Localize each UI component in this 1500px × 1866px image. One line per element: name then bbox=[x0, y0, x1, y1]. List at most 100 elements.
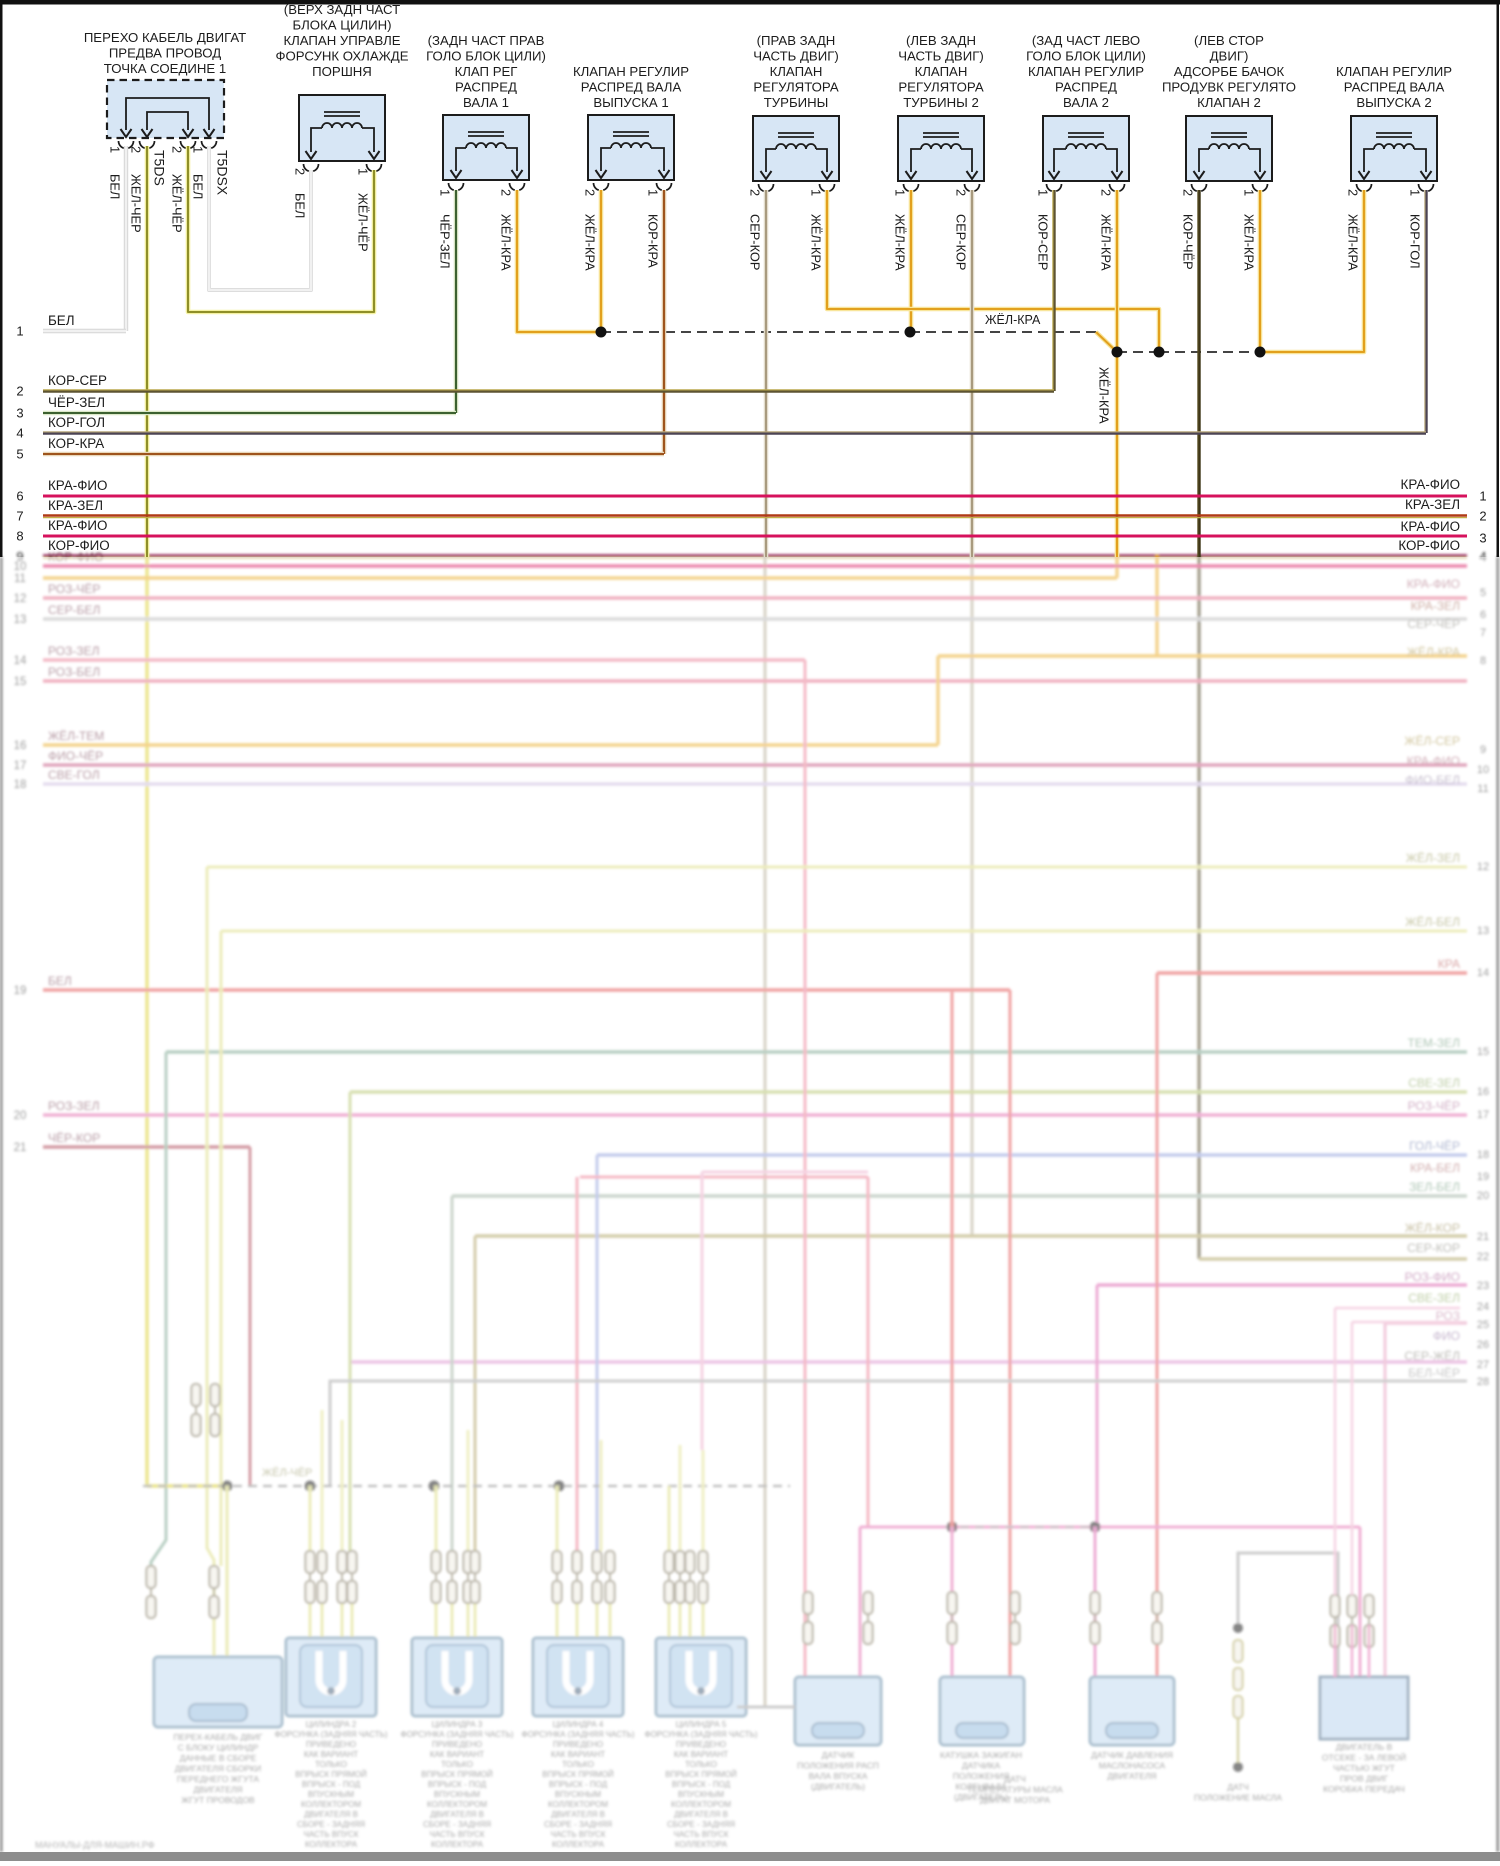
svg-text:ЧАСТЬ ДВИГ): ЧАСТЬ ДВИГ) bbox=[898, 49, 984, 64]
svg-text:T5DS: T5DS bbox=[152, 150, 168, 186]
svg-text:(ЗАД ЧАСТ ЛЕВО: (ЗАД ЧАСТ ЛЕВО bbox=[1032, 33, 1140, 48]
svg-text:КОР-ФИО: КОР-ФИО bbox=[1398, 538, 1460, 553]
svg-text:ЧЁР-ЗЕЛ: ЧЁР-ЗЕЛ bbox=[48, 395, 105, 410]
svg-text:КОР-КРА: КОР-КРА bbox=[48, 436, 104, 451]
svg-text:БЕЛ: БЕЛ bbox=[48, 313, 75, 328]
svg-text:4: 4 bbox=[1479, 549, 1486, 564]
svg-text:ВЫПУСКА 1: ВЫПУСКА 1 bbox=[593, 95, 668, 110]
svg-text:1: 1 bbox=[16, 324, 23, 339]
svg-text:1: 1 bbox=[1242, 189, 1257, 196]
svg-text:РАСПРЕД ВАЛА: РАСПРЕД ВАЛА bbox=[581, 80, 682, 95]
svg-text:ТУРБИНЫ 2: ТУРБИНЫ 2 bbox=[903, 95, 979, 110]
svg-text:ПРЕДВА ПРОВОД: ПРЕДВА ПРОВОД bbox=[109, 46, 221, 61]
svg-text:8: 8 bbox=[16, 529, 23, 544]
svg-text:АДСОРБЕ БАЧОК: АДСОРБЕ БАЧОК bbox=[1174, 64, 1285, 79]
svg-text:ТУРБИНЫ: ТУРБИНЫ bbox=[764, 95, 829, 110]
svg-text:2: 2 bbox=[1181, 189, 1196, 196]
svg-text:1: 1 bbox=[646, 189, 661, 196]
svg-text:2: 2 bbox=[748, 189, 763, 196]
svg-text:ГОЛО БЛОК ЦИЛИ): ГОЛО БЛОК ЦИЛИ) bbox=[1026, 49, 1146, 64]
svg-text:РАСПРЕД ВАЛА: РАСПРЕД ВАЛА bbox=[1344, 80, 1445, 95]
svg-text:1: 1 bbox=[1479, 489, 1486, 504]
svg-text:БЕЛ: БЕЛ bbox=[191, 174, 206, 199]
svg-text:9: 9 bbox=[16, 549, 23, 564]
svg-text:3: 3 bbox=[16, 406, 23, 421]
svg-text:ЧАСТЬ ДВИГ): ЧАСТЬ ДВИГ) bbox=[753, 49, 839, 64]
svg-text:ЖЁЛ-ЧЁР: ЖЁЛ-ЧЁР bbox=[170, 174, 185, 233]
svg-text:2: 2 bbox=[129, 146, 144, 153]
svg-text:1: 1 bbox=[1408, 189, 1423, 196]
svg-text:КРА-ФИО: КРА-ФИО bbox=[1401, 477, 1460, 492]
svg-text:РАСПРЕД: РАСПРЕД bbox=[1055, 80, 1117, 95]
svg-text:(ПРАВ ЗАДН: (ПРАВ ЗАДН bbox=[757, 33, 836, 48]
svg-text:КОР-ГОЛ: КОР-ГОЛ bbox=[48, 415, 105, 430]
svg-text:(ЗАДН ЧАСТ ПРАВ: (ЗАДН ЧАСТ ПРАВ bbox=[428, 33, 545, 48]
svg-text:БЕЛ: БЕЛ bbox=[293, 193, 308, 218]
svg-text:1: 1 bbox=[438, 189, 453, 196]
svg-text:1: 1 bbox=[108, 146, 123, 153]
svg-text:7: 7 bbox=[16, 509, 23, 524]
svg-text:4: 4 bbox=[16, 426, 23, 441]
svg-text:ГОЛО БЛОК ЦИЛИ): ГОЛО БЛОК ЦИЛИ) bbox=[426, 49, 546, 64]
svg-text:КЛАПАН РЕГУЛИР: КЛАПАН РЕГУЛИР bbox=[1028, 64, 1144, 79]
svg-text:КРА-ФИО: КРА-ФИО bbox=[1401, 519, 1460, 534]
svg-text:КОР-КРА: КОР-КРА bbox=[646, 214, 661, 268]
svg-text:БЛОКА ЦИЛИН): БЛОКА ЦИЛИН) bbox=[293, 18, 392, 33]
svg-text:1: 1 bbox=[893, 189, 908, 196]
svg-text:1: 1 bbox=[1036, 189, 1051, 196]
svg-text:2: 2 bbox=[1479, 509, 1486, 524]
svg-text:ЖЁЛ-КРА: ЖЁЛ-КРА bbox=[985, 313, 1041, 327]
svg-text:T5DSX: T5DSX bbox=[215, 150, 231, 196]
svg-text:2: 2 bbox=[499, 189, 514, 196]
svg-text:ЖЁЛ-ЧЁР: ЖЁЛ-ЧЁР bbox=[356, 193, 371, 252]
svg-text:ФОРСУНК ОХЛАЖДЕ: ФОРСУНК ОХЛАЖДЕ bbox=[275, 49, 408, 64]
svg-text:5: 5 bbox=[16, 447, 23, 462]
svg-text:ЖЁЛ-КРА: ЖЁЛ-КРА bbox=[1242, 214, 1257, 271]
svg-text:СЕР-КОР: СЕР-КОР bbox=[748, 214, 763, 270]
svg-text:КОР-ФИО: КОР-ФИО bbox=[48, 538, 110, 553]
svg-text:КРА-ФИО: КРА-ФИО bbox=[48, 478, 107, 493]
svg-text:ВАЛА 2: ВАЛА 2 bbox=[1063, 95, 1109, 110]
svg-text:1: 1 bbox=[809, 189, 824, 196]
svg-text:КЛАП РЕГ: КЛАП РЕГ bbox=[455, 64, 518, 79]
svg-text:2: 2 bbox=[954, 189, 969, 196]
svg-text:2: 2 bbox=[293, 168, 308, 175]
svg-text:ЖЁЛ-КРА: ЖЁЛ-КРА bbox=[1097, 367, 1112, 424]
svg-text:ВЫПУСКА 2: ВЫПУСКА 2 bbox=[1356, 95, 1431, 110]
svg-text:КОР-СЕР: КОР-СЕР bbox=[1036, 214, 1051, 270]
svg-text:3: 3 bbox=[1479, 531, 1486, 546]
svg-text:ЖЕЛ-ЧЕР: ЖЕЛ-ЧЕР bbox=[129, 174, 144, 233]
svg-text:1: 1 bbox=[356, 168, 371, 175]
svg-text:6: 6 bbox=[16, 489, 23, 504]
svg-text:КРА-ЗЕЛ: КРА-ЗЕЛ bbox=[48, 498, 103, 513]
svg-text:2: 2 bbox=[1099, 189, 1114, 196]
svg-text:КОР-СЕР: КОР-СЕР bbox=[48, 373, 107, 388]
svg-text:ПЕРЕХО КАБЕЛЬ ДВИГАТ: ПЕРЕХО КАБЕЛЬ ДВИГАТ bbox=[84, 30, 246, 45]
svg-text:(ВЕРХ ЗАДН ЧАСТ: (ВЕРХ ЗАДН ЧАСТ bbox=[284, 2, 400, 17]
svg-text:ПРОДУВК РЕГУЛЯТО: ПРОДУВК РЕГУЛЯТО bbox=[1162, 80, 1296, 95]
svg-text:КЛАПАН: КЛАПАН bbox=[915, 64, 968, 79]
svg-text:РЕГУЛЯТОРА: РЕГУЛЯТОРА bbox=[753, 80, 838, 95]
svg-text:КЛАПАН: КЛАПАН bbox=[770, 64, 823, 79]
svg-text:ВАЛА 1: ВАЛА 1 bbox=[463, 95, 509, 110]
svg-text:ЖЁЛ-КРА: ЖЁЛ-КРА bbox=[809, 214, 824, 271]
svg-text:2: 2 bbox=[1346, 189, 1361, 196]
svg-text:КЛАПАН 2: КЛАПАН 2 bbox=[1197, 95, 1261, 110]
svg-text:ЖЁЛ-КРА: ЖЁЛ-КРА bbox=[1099, 214, 1114, 271]
svg-text:БЕЛ: БЕЛ bbox=[108, 174, 123, 199]
svg-text:КЛАПАН РЕГУЛИР: КЛАПАН РЕГУЛИР bbox=[573, 64, 689, 79]
svg-text:РАСПРЕД: РАСПРЕД bbox=[455, 80, 517, 95]
svg-text:ЖЁЛ-КРА: ЖЁЛ-КРА bbox=[893, 214, 908, 271]
svg-text:ЖЁЛ-КРА: ЖЁЛ-КРА bbox=[583, 214, 598, 271]
svg-text:1: 1 bbox=[191, 146, 206, 153]
svg-text:КЛАПАН УПРАВЛЕ: КЛАПАН УПРАВЛЕ bbox=[283, 33, 400, 48]
svg-text:2: 2 bbox=[170, 146, 185, 153]
svg-text:ТОЧКА СОЕДИНЕ 1: ТОЧКА СОЕДИНЕ 1 bbox=[104, 61, 226, 76]
svg-text:(ЛЕВ СТОР: (ЛЕВ СТОР bbox=[1194, 33, 1264, 48]
svg-text:СЕР-КОР: СЕР-КОР bbox=[954, 214, 969, 270]
svg-text:ПОРШНЯ: ПОРШНЯ bbox=[312, 64, 372, 79]
svg-text:2: 2 bbox=[16, 384, 23, 399]
svg-text:ЧЁР-ЗЕЛ: ЧЁР-ЗЕЛ bbox=[438, 214, 453, 269]
svg-text:ДВИГ): ДВИГ) bbox=[1210, 49, 1249, 64]
svg-text:ЖЁЛ-КРА: ЖЁЛ-КРА bbox=[1346, 214, 1361, 271]
